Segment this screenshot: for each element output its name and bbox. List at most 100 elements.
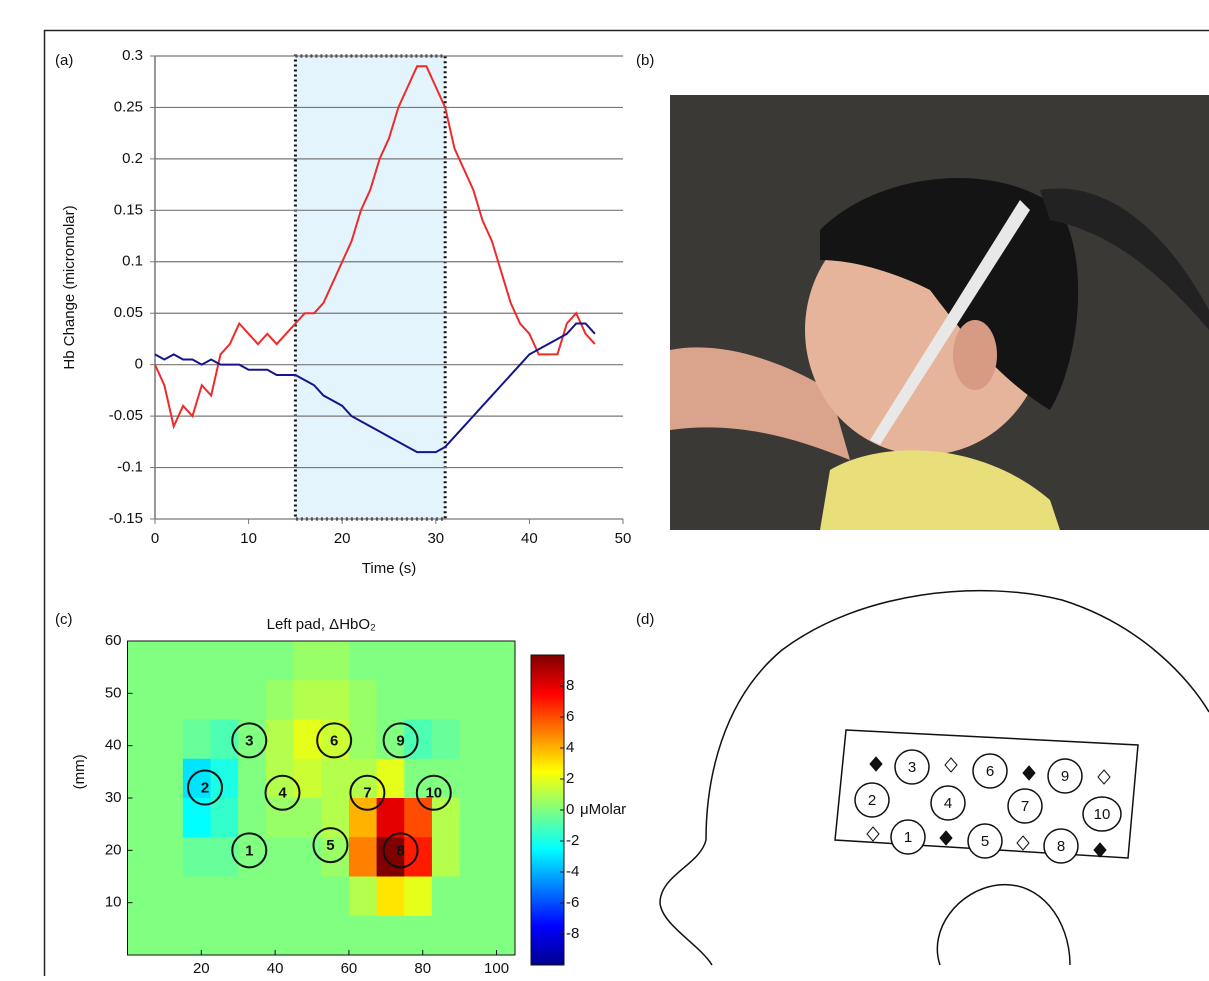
heat-cell (487, 720, 515, 760)
heat-cell (266, 641, 294, 681)
heat-cell (432, 720, 460, 760)
source-diamond (1094, 843, 1106, 857)
chart-title: Left pad, ΔHbO₂ (267, 616, 376, 633)
optode-label: 4 (944, 795, 952, 812)
optode-label: 7 (363, 785, 371, 802)
heat-cell (294, 877, 322, 917)
y-tick-label: -0.1 (117, 459, 143, 476)
source-diamond (945, 758, 957, 772)
heat-cell (155, 720, 183, 760)
x-tick-label: 60 (341, 960, 358, 976)
x-tick-label: 30 (427, 530, 444, 547)
y-tick-label: 0 (135, 356, 143, 373)
heat-cell (183, 641, 211, 681)
heat-cell (487, 680, 515, 720)
heat-cell (377, 641, 405, 681)
heat-cell (460, 877, 488, 917)
y-tick-label: 0.05 (114, 304, 143, 321)
source-diamond (1098, 770, 1110, 784)
y-tick-label: 50 (105, 684, 122, 701)
heat-cell (266, 916, 294, 956)
heat-cell (155, 916, 183, 956)
colorbar (531, 655, 564, 965)
panel-label: (b) (636, 52, 654, 69)
heat-cell (349, 680, 377, 720)
heat-cell (155, 798, 183, 838)
y-tick-label: 40 (105, 737, 122, 754)
heat-cell (404, 798, 432, 838)
heat-cell (211, 798, 239, 838)
optode-label: 4 (278, 785, 287, 802)
y-tick-label: 0.25 (114, 98, 143, 115)
heat-cell (321, 916, 349, 956)
heat-cell (155, 759, 183, 799)
heat-cell (155, 641, 183, 681)
heat-cell (211, 877, 239, 917)
panel-label: (a) (55, 52, 73, 69)
panel-label: (c) (55, 611, 73, 628)
y-tick-label: 60 (105, 632, 122, 649)
heat-cell (487, 877, 515, 917)
heat-cell (128, 720, 156, 760)
optode-label: 5 (326, 837, 334, 854)
heat-cell (266, 680, 294, 720)
optode-label: 9 (396, 732, 404, 749)
source-diamond (870, 757, 882, 771)
heat-cell (460, 641, 488, 681)
y-tick-label: 0.2 (122, 150, 143, 167)
heat-cell (211, 916, 239, 956)
figure: (a) (b) (c) (d) -0.15-0.1-0.0500.050.10.… (0, 0, 1209, 976)
optode-label: 1 (904, 829, 912, 846)
colorbar-tick-label: 4 (566, 739, 574, 756)
heat-cell (460, 720, 488, 760)
y-axis-label: (mm) (71, 754, 88, 789)
heat-cell (238, 641, 266, 681)
heat-cell (238, 680, 266, 720)
y-tick-label: 30 (105, 789, 122, 806)
heat-cell (487, 837, 515, 877)
heat-cell (183, 837, 211, 877)
heat-cell (294, 641, 322, 681)
heat-cell (128, 798, 156, 838)
shaded-region (295, 56, 445, 519)
heat-cell (349, 641, 377, 681)
optode-label: 2 (868, 792, 876, 809)
colorbar-tick-label: 0 (566, 801, 574, 818)
page: {"panels": {"a": "(a)", "b": "(b)", "c":… (0, 0, 1209, 981)
heat-cell (183, 720, 211, 760)
heat-cell (321, 798, 349, 838)
heat-cell (128, 680, 156, 720)
optode-label: 2 (201, 780, 209, 797)
heat-cell (211, 720, 239, 760)
y-tick-label: 0.15 (114, 201, 143, 218)
heat-cell (238, 877, 266, 917)
heat-cell (377, 759, 405, 799)
heat-cell (460, 680, 488, 720)
heat-cell (321, 759, 349, 799)
heat-cell (460, 759, 488, 799)
x-tick-label: 40 (267, 960, 284, 976)
x-tick-label: 50 (615, 530, 632, 547)
optode-label: 6 (330, 732, 338, 749)
heat-cell (377, 680, 405, 720)
colorbar-tick-label: 2 (566, 770, 574, 787)
x-axis-label: Time (s) (362, 560, 416, 577)
heat-cell (460, 837, 488, 877)
heat-cell (183, 877, 211, 917)
colorbar-tick-label: -8 (566, 925, 579, 942)
heat-cell (349, 837, 377, 877)
y-tick-label: -0.15 (109, 510, 143, 527)
heat-cell (294, 680, 322, 720)
colorbar-tick-label: 8 (566, 677, 574, 694)
heat-cell (321, 641, 349, 681)
heat-cell (349, 798, 377, 838)
colorbar-tick-label: -6 (566, 894, 579, 911)
heat-cell (155, 837, 183, 877)
heat-cell (128, 837, 156, 877)
heat-cell (460, 798, 488, 838)
heat-cell (404, 916, 432, 956)
heat-cell (349, 877, 377, 917)
x-tick-label: 0 (151, 530, 159, 547)
source-diamond (1023, 766, 1035, 780)
optode-label: 10 (425, 785, 442, 802)
